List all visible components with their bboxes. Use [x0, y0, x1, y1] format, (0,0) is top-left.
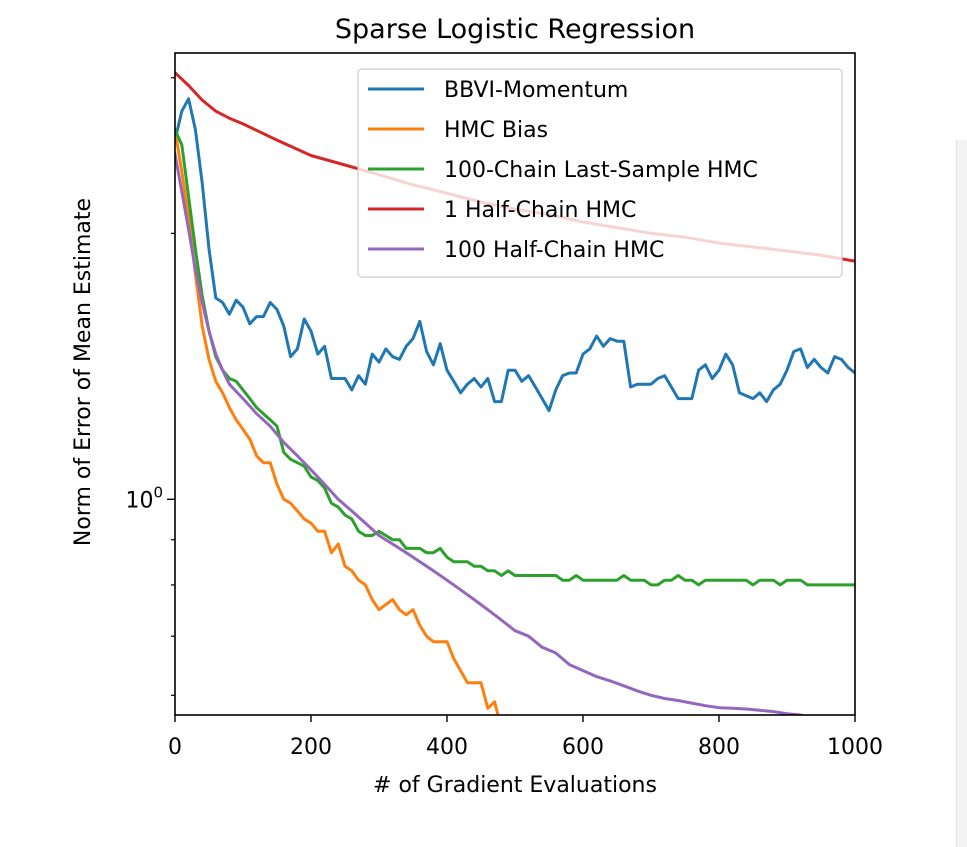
legend-entry-label: 100-Chain Last-Sample HMC: [444, 158, 758, 183]
x-tick-label: 800: [698, 735, 740, 760]
chart-title: Sparse Logistic Regression: [335, 14, 695, 45]
x-tick-label: 600: [562, 735, 604, 760]
x-tick-label: 200: [290, 735, 332, 760]
plot-frame: [174, 52, 856, 716]
x-tick-label: 400: [426, 735, 468, 760]
window-edge-strip: [956, 140, 967, 847]
x-tick-label: 1000: [827, 735, 883, 760]
legend-entry-label: BBVI-Momentum: [444, 78, 628, 103]
x-tick-label: 0: [168, 735, 182, 760]
x-axis: 0 200 400 600 800 1000: [168, 715, 883, 760]
legend-box: [357, 68, 843, 278]
legend-entry-label: 100 Half-Chain HMC: [444, 238, 664, 263]
legend-entry-label: HMC Bias: [444, 118, 548, 143]
x-axis-label: # of Gradient Evaluations: [373, 773, 657, 798]
y-axis: 100: [125, 77, 175, 696]
legend: BBVI-Momentum HMC Bias 100-Chain Last-Samp…: [357, 68, 843, 278]
y-tick-label: 100: [125, 483, 163, 513]
y-axis-label: Norm of Error of Mean Estimate: [71, 198, 96, 546]
series-line-2: [175, 127, 500, 715]
legend-entry-label: 1 Half-Chain HMC: [444, 198, 636, 223]
series-line-1: [175, 97, 855, 413]
series-line-3: [175, 127, 855, 587]
series-line-5: [175, 152, 803, 715]
